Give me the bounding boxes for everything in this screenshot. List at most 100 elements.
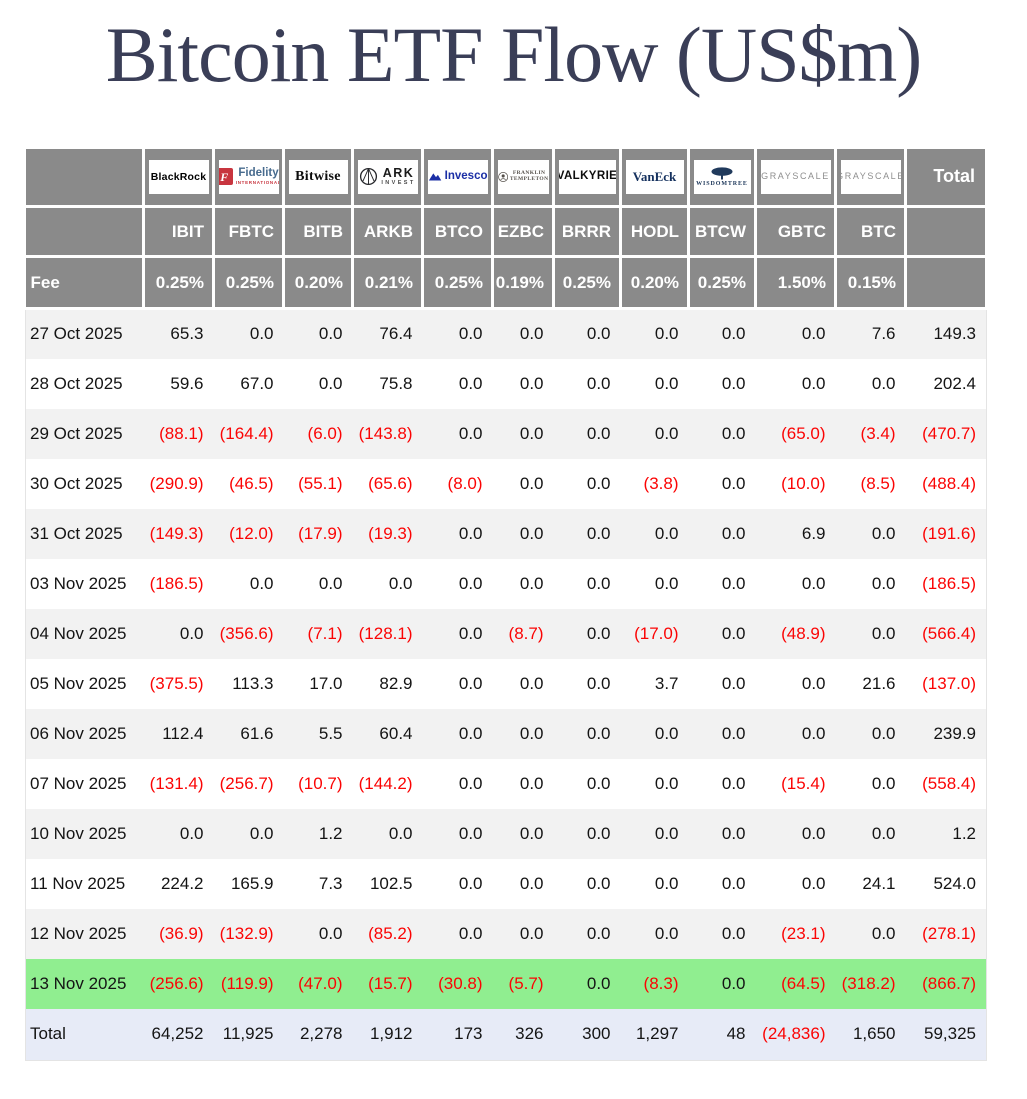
flow-value-cell: (8.5) xyxy=(860,473,896,493)
fee-ezbc: 0.19% xyxy=(492,256,555,311)
flow-value-cell: 0.0 xyxy=(422,308,493,359)
date-cell: 12 Nov 2025 xyxy=(25,908,144,959)
flow-value-cell: 24.1 xyxy=(862,873,896,893)
empty-ticker-total-cell xyxy=(905,206,988,259)
logo-cell-grayscale-btc: GRAYSCALE xyxy=(835,148,907,209)
invesco-logo-text: Invesco xyxy=(444,170,488,183)
column-total-cell: 64,252 xyxy=(143,1008,214,1062)
fee-row-label: Fee xyxy=(25,256,145,311)
table-row: 11 Nov 2025 224.2 165.9 7.3 102.5 0.0 0.0 0.0 0.… xyxy=(25,858,987,909)
vaneck-logo: VanEck xyxy=(625,159,684,194)
flow-value-cell: 112.4 xyxy=(143,708,214,759)
provider-logo-row: BlackRock F Fidelity INTERNATIONAL Bitwi… xyxy=(25,148,988,209)
flow-value-cell: 0.0 xyxy=(654,873,679,893)
ticker-arkb: ARKB xyxy=(352,206,424,259)
flow-value-cell: 0.0 xyxy=(519,473,544,493)
grayscale-logo: GRAYSCALE xyxy=(760,159,831,194)
flow-value-cell: 60.4 xyxy=(352,708,423,759)
flow-value-cell: 0.0 xyxy=(620,508,689,559)
flow-value-cell: 0.0 xyxy=(654,773,679,793)
flow-value-cell: 0.0 xyxy=(688,408,756,459)
flow-value-cell: 0.0 xyxy=(721,473,746,493)
flow-value-cell: 0.0 xyxy=(721,673,746,693)
invesco-mountain-icon xyxy=(428,173,441,181)
flow-value-cell: 113.3 xyxy=(232,673,274,693)
flow-value-cell: 0.0 xyxy=(318,573,343,593)
flow-value-cell: 0.0 xyxy=(688,308,756,359)
column-total-cell: 1,297 xyxy=(620,1008,689,1062)
flow-value-cell: (10.7) xyxy=(298,773,343,793)
column-total-cell: 2,278 xyxy=(283,1008,353,1062)
flow-value-cell: (36.9) xyxy=(143,908,214,959)
flow-value-cell: 65.3 xyxy=(143,308,214,359)
flow-value-cell: 0.0 xyxy=(620,408,689,459)
table-row: 06 Nov 2025 112.4 61.6 5.5 60.4 0.0 0.0 0.0 0.0 0… xyxy=(25,708,987,759)
fee-fbtc: 0.25% xyxy=(213,256,285,311)
logo-cell-vaneck: VanEck xyxy=(620,148,690,209)
flow-value-cell: 0.0 xyxy=(519,873,544,893)
column-total-cell: 173 xyxy=(422,1008,493,1062)
flow-value-cell: (65.0) xyxy=(755,408,836,459)
grayscale-logo-text-2: GRAYSCALE xyxy=(841,171,901,182)
ticker-btc: BTC xyxy=(835,206,907,259)
flow-value-cell: 0.0 xyxy=(422,808,493,859)
flow-value-cell: (144.2) xyxy=(358,773,413,793)
flow-value-cell: (132.9) xyxy=(213,908,284,959)
row-total-cell: (488.4) xyxy=(905,458,987,509)
column-total-cell: 48 xyxy=(688,1008,756,1062)
date-cell: 31 Oct 2025 xyxy=(25,508,144,559)
date-cell: 07 Nov 2025 xyxy=(25,758,144,809)
row-total-cell: (137.0) xyxy=(905,658,987,709)
flow-value-cell: 0.0 xyxy=(721,773,746,793)
logo-cell-blackrock: BlackRock xyxy=(143,148,215,209)
flow-value-cell: 0.0 xyxy=(721,373,746,393)
flow-value-cell: (85.2) xyxy=(352,908,423,959)
fee-gbtc: 1.50% xyxy=(755,256,837,311)
bitwise-logo-text: Bitwise xyxy=(295,168,341,184)
flow-value-cell: 76.4 xyxy=(352,308,423,359)
flow-value-cell: (119.9) xyxy=(213,958,284,1009)
flow-value-cell: 0.0 xyxy=(835,708,906,759)
franklin-logo-text: FRANKLIN xyxy=(512,169,546,176)
fidelity-logo: F Fidelity INTERNATIONAL xyxy=(218,159,279,194)
flow-value-cell: 82.9 xyxy=(379,673,413,693)
flow-value-cell: 0.0 xyxy=(755,308,836,359)
table-row: 27 Oct 2025 65.3 0.0 0.0 76.4 0.0 0.0 0.0 0.0 0.0… xyxy=(25,308,987,359)
flow-value-cell: 165.9 xyxy=(230,873,274,893)
row-total-cell: (186.5) xyxy=(905,558,987,609)
ticker-fbtc: FBTC xyxy=(213,206,285,259)
flow-value-cell: 0.0 xyxy=(492,408,554,459)
flow-value-cell: 0.0 xyxy=(458,573,483,593)
fidelity-logo-subtext: INTERNATIONAL xyxy=(235,180,279,186)
flow-value-cell: (3.4) xyxy=(835,408,906,459)
flow-value-cell: 7.3 xyxy=(318,873,343,893)
franklin-head-icon xyxy=(497,171,508,182)
date-cell: 04 Nov 2025 xyxy=(25,608,144,659)
flow-value-cell: 0.0 xyxy=(835,608,906,659)
table-row: 05 Nov 2025 (375.5) 113.3 17.0 82.9 0.0 0.0 0.0… xyxy=(25,658,987,709)
row-total-cell: (470.7) xyxy=(905,408,987,459)
flow-value-cell: 17.0 xyxy=(309,673,343,693)
grayscale-logo-text: GRAYSCALE xyxy=(761,171,830,182)
flow-value-cell: 75.8 xyxy=(379,373,413,393)
flow-value-cell: 0.0 xyxy=(835,808,906,859)
logo-cell-ark: ARK INVEST xyxy=(352,148,424,209)
flow-value-cell: 0.0 xyxy=(553,308,621,359)
flow-value-cell: (256.6) xyxy=(143,958,214,1009)
flow-value-cell: 21.6 xyxy=(862,673,896,693)
flow-value-cell: 0.0 xyxy=(688,808,756,859)
flow-value-cell: (23.1) xyxy=(755,908,836,959)
ark-globe-icon xyxy=(360,168,378,186)
ark-logo-subtext: INVEST xyxy=(381,180,416,187)
ark-logo-text: ARK xyxy=(382,166,415,181)
flow-value-cell: 61.6 xyxy=(213,708,284,759)
empty-fee-total-cell xyxy=(905,256,988,311)
flow-value-cell: 1.2 xyxy=(283,808,353,859)
flow-value-cell: 0.0 xyxy=(553,958,621,1009)
flow-value-cell: 0.0 xyxy=(458,873,483,893)
flow-value-cell: 0.0 xyxy=(458,673,483,693)
logo-cell-grayscale-gbtc: GRAYSCALE xyxy=(755,148,837,209)
flow-value-cell: 0.0 xyxy=(422,608,493,659)
flow-value-cell: 0.0 xyxy=(553,408,621,459)
etf-flow-table: BlackRock F Fidelity INTERNATIONAL Bitwi… xyxy=(25,148,988,1062)
